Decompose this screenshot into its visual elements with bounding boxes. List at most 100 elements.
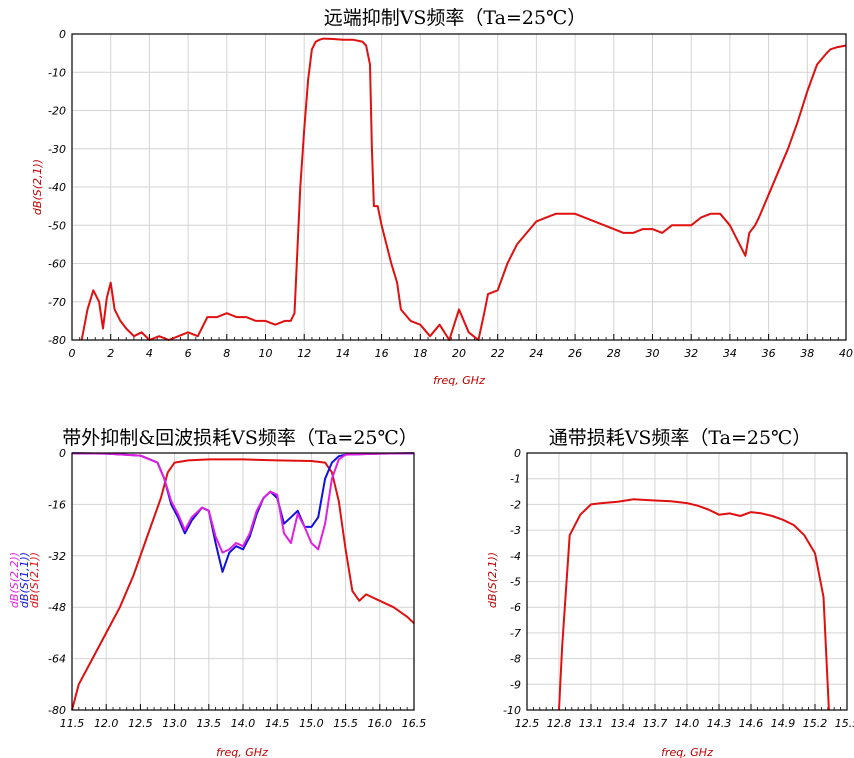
x-tick-label: 4 (146, 347, 153, 360)
chart2-y-labels: dB(S(2,2)) dB(S(1,1)) dB(S(2,1)) (8, 552, 41, 608)
x-tick-label: 28 (607, 347, 621, 360)
chart2-frame (71, 452, 415, 711)
chart2-y-ticks: 0 -16 -32 -48 -64 -80 (48, 447, 66, 717)
y-tick-label: -80 (48, 334, 66, 347)
x-tick-label: 40 (839, 347, 853, 360)
y-tick-label: -60 (48, 258, 66, 271)
y-tick-label: -20 (48, 105, 66, 118)
series-line-s11 (71, 452, 415, 573)
chart2-grid (71, 453, 415, 710)
chart3-grid (526, 453, 848, 710)
y-tick-label: -30 (48, 143, 66, 156)
chart3-x-label: freq, GHz (661, 746, 713, 758)
x-tick-label: 14.3 (707, 717, 732, 730)
x-tick-label: 22 (491, 347, 505, 360)
x-tick-label: 16 (375, 347, 389, 360)
chart1-y-ticks: 0 -10 -20 -30 -40 -50 -60 -70 -80 (48, 28, 66, 347)
x-tick-label: 10 (259, 347, 273, 360)
x-tick-label: 11.5 (60, 717, 85, 730)
series-line-s21 (80, 37, 847, 341)
x-tick-label: 12.8 (547, 717, 572, 730)
series-line-s21 (71, 458, 415, 711)
x-tick-label: 14.9 (771, 717, 796, 730)
y-tick-label: -5 (510, 576, 521, 589)
x-tick-label: 20 (452, 347, 466, 360)
x-tick-label: 12.5 (128, 717, 153, 730)
x-tick-label: 13.5 (197, 717, 222, 730)
y-tick-label: 0 (59, 447, 66, 460)
chart3-title: 通带损耗VS频率（Ta=25℃） (549, 427, 812, 449)
y-tick-label: -70 (48, 296, 66, 309)
x-tick-label: 12 (297, 347, 311, 360)
y-tick-label: 0 (514, 447, 521, 460)
x-tick-label: 8 (223, 347, 230, 360)
y-tick-label: -10 (48, 66, 66, 79)
chart1-frame (71, 33, 847, 341)
series-line-s22 (71, 452, 415, 554)
x-tick-label: 2 (107, 347, 114, 360)
chart3-series (558, 498, 830, 711)
x-tick-label: 24 (529, 347, 543, 360)
x-tick-label: 13.4 (611, 717, 636, 730)
x-tick-label: 14.5 (265, 717, 290, 730)
x-tick-label: 36 (762, 347, 776, 360)
chart1-x-label: freq, GHz (433, 374, 485, 387)
y-tick-label: -4 (510, 550, 521, 563)
chart2-title: 带外抑制&回波损耗VS频率（Ta=25℃） (62, 427, 418, 449)
x-tick-label: 34 (723, 347, 737, 360)
y-tick-label: -32 (48, 550, 66, 563)
chart1-grid (71, 34, 847, 340)
series-line-s21 (558, 498, 830, 711)
chart-far-rejection: 远端抑制VS频率（Ta=25℃） 0 2 4 6 8 10 12 14 16 18 20 22 24 26… (31, 7, 853, 387)
chart1-title: 远端抑制VS频率（Ta=25℃） (324, 7, 587, 29)
x-tick-label: 14.0 (231, 717, 256, 730)
x-tick-label: 30 (646, 347, 660, 360)
chart2-y-label-s22: dB(S(2,2)) (8, 552, 21, 608)
chart3-y-ticks: 0 -1 -2 -3 -4 -5 -6 -7 -8 -9 -10 (503, 447, 521, 717)
y-tick-label: -3 (510, 524, 521, 537)
y-tick-label: -16 (48, 498, 66, 511)
chart3-y-label: dB(S(2,1)) (486, 552, 499, 608)
chart2-y-label-s21: dB(S(2,1)) (28, 552, 41, 608)
x-tick-label: 16.5 (402, 717, 427, 730)
x-tick-label: 13.7 (643, 717, 668, 730)
y-tick-label: -40 (48, 181, 66, 194)
x-tick-label: 12.5 (515, 717, 540, 730)
x-tick-label: 14 (336, 347, 350, 360)
chart1-x-ticks: 0 2 4 6 8 10 12 14 16 18 20 22 24 26 28 30 32 34 36 38 40 (69, 347, 854, 360)
y-tick-label: -50 (48, 219, 66, 232)
chart1-y-label: dB(S(2,1)) (31, 159, 44, 215)
chart2-series (71, 452, 415, 711)
x-tick-label: 26 (568, 347, 582, 360)
y-tick-label: -9 (510, 678, 521, 691)
chart1-series (80, 37, 847, 341)
x-tick-label: 14.0 (675, 717, 700, 730)
x-tick-label: 15.5 (835, 717, 854, 730)
x-tick-label: 13.0 (162, 717, 187, 730)
x-tick-label: 15.5 (333, 717, 358, 730)
y-tick-label: -80 (48, 704, 66, 717)
y-tick-label: 0 (59, 28, 66, 41)
y-tick-label: -1 (510, 473, 521, 486)
chart2-x-label: freq, GHz (216, 746, 268, 758)
y-tick-label: -10 (503, 704, 521, 717)
chart-passband-loss: 通带损耗VS频率（Ta=25℃） 12.5 12.8 13.1 13.4 13.7 14.… (486, 427, 854, 758)
chart3-frame (526, 452, 848, 711)
y-tick-label: -6 (510, 601, 521, 614)
y-tick-label: -64 (48, 653, 66, 666)
x-tick-label: 14.6 (739, 717, 764, 730)
y-tick-label: -8 (510, 653, 521, 666)
x-tick-label: 38 (800, 347, 814, 360)
x-tick-label: 0 (69, 347, 76, 360)
y-tick-label: -7 (510, 627, 521, 640)
y-tick-label: -48 (48, 601, 66, 614)
x-tick-label: 12.0 (94, 717, 119, 730)
x-tick-label: 18 (413, 347, 427, 360)
x-tick-label: 32 (684, 347, 698, 360)
y-tick-label: -2 (510, 498, 521, 511)
chart-out-of-band-return-loss: 带外抑制&回波损耗VS频率（Ta=25℃） 11.5 12.0 12.5 13.0 13… (8, 427, 426, 758)
chart2-y-label-s11: dB(S(1,1)) (18, 552, 31, 608)
chart3-x-ticks: 12.5 12.8 13.1 13.4 13.7 14.0 14.3 14.6 14.9 15.2… (515, 717, 854, 730)
x-tick-label: 16.0 (368, 717, 393, 730)
